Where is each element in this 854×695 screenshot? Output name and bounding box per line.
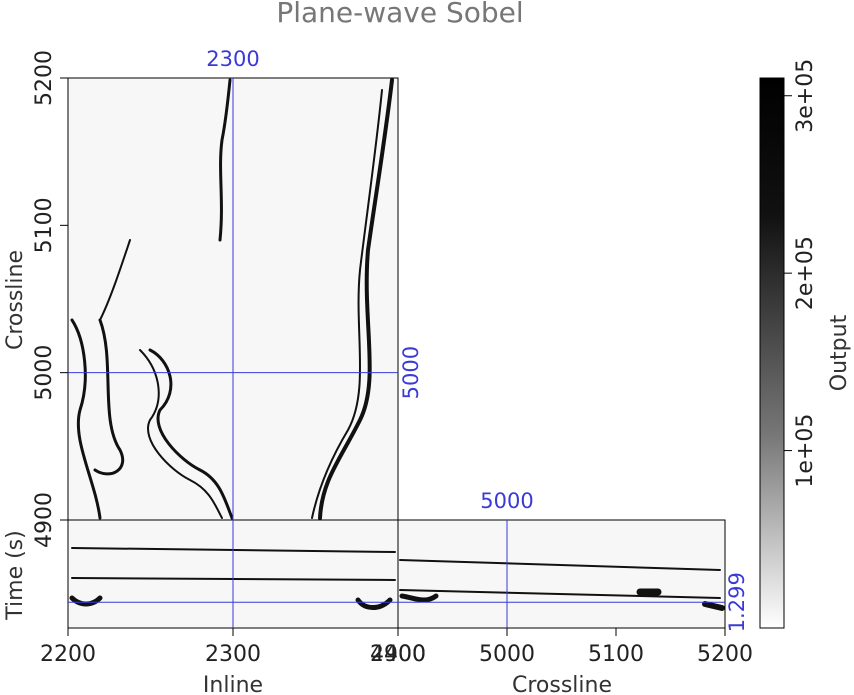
y-tick-label: 5000	[32, 345, 57, 401]
y-tick-label: 4900	[32, 492, 57, 548]
x-tick-label: 2200	[40, 642, 96, 667]
time-axis-label: Time (s)	[3, 530, 28, 620]
side-panel	[398, 520, 725, 628]
colorbar-label: Output	[827, 314, 852, 391]
chart-title: Plane-wave Sobel	[276, 0, 523, 29]
y-tick-label: 5100	[32, 197, 57, 253]
y-axis-label: Crossline	[3, 250, 28, 350]
x-tick-label: 2300	[205, 642, 261, 667]
slice-label: 5000	[480, 489, 533, 513]
y-tick-label: 5200	[32, 50, 57, 106]
x-tick-label: 5000	[479, 642, 535, 667]
x-tick-label: 4900	[370, 642, 426, 667]
x-axis-label: Crossline	[512, 673, 612, 695]
x-axis-label: Inline	[203, 673, 263, 695]
x-tick-label: 2400	[370, 642, 426, 667]
colorbar-tick-label: 3e+05	[793, 59, 818, 133]
slice-label: 5000	[399, 346, 423, 399]
x-tick-label: 5100	[588, 642, 644, 667]
colorbar-tick-label: 2e+05	[793, 236, 818, 310]
colorbar-tick-label: 1e+05	[793, 414, 818, 488]
colorbar	[759, 77, 785, 629]
slice-label: 2300	[206, 47, 259, 71]
x-tick-label: 5200	[697, 642, 753, 667]
slice-label: 1.299	[725, 572, 749, 632]
